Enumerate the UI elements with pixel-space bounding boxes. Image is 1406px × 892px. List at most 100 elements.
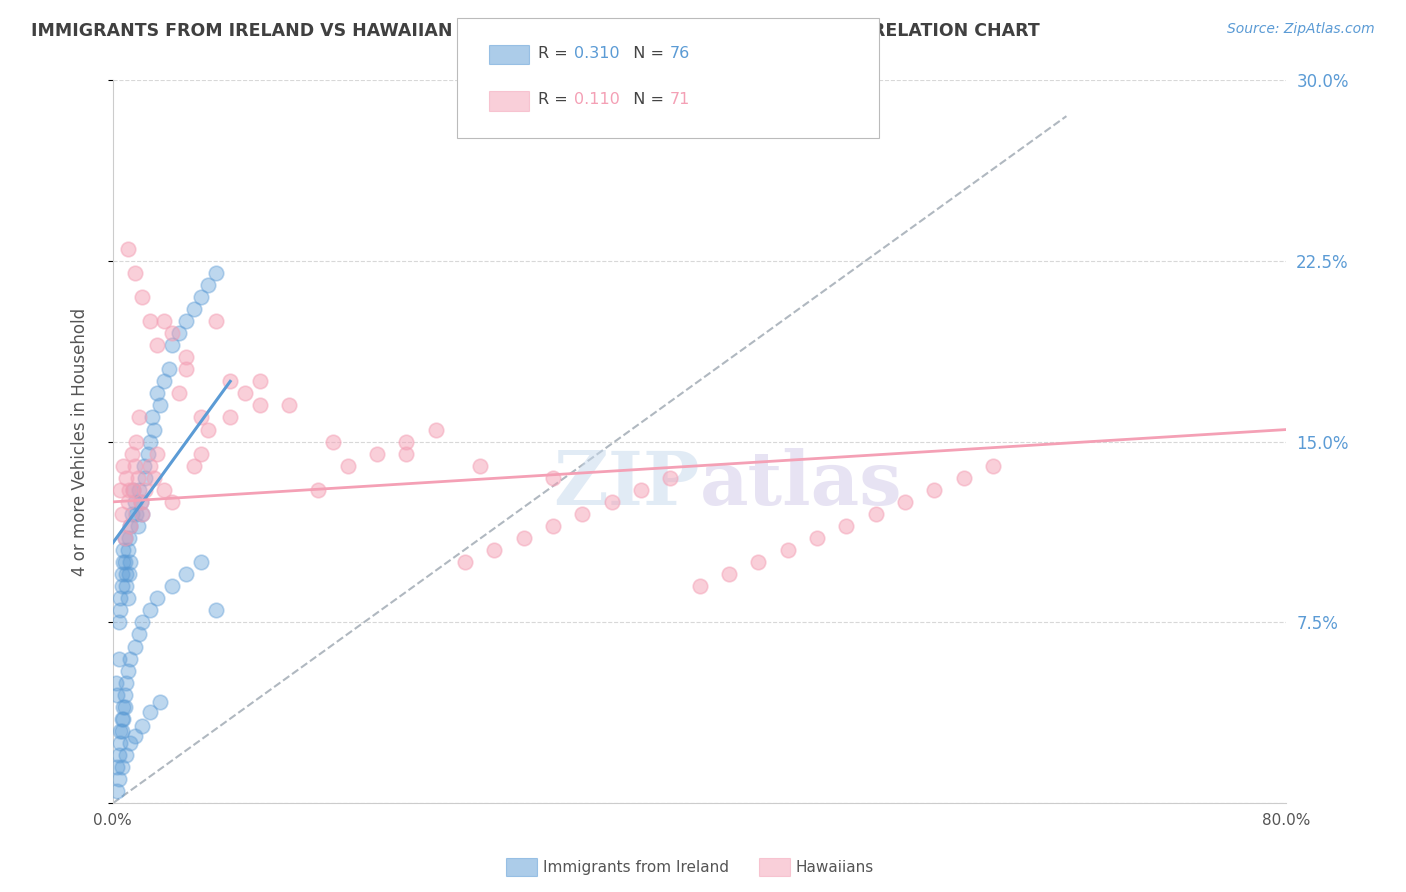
Point	[541, 471, 564, 485]
Point	[125, 507, 148, 521]
Point	[114, 555, 136, 569]
Point	[105, 784, 128, 798]
Point	[107, 747, 129, 762]
Point	[149, 695, 172, 709]
Point	[146, 591, 169, 606]
Text: R =: R =	[538, 93, 574, 107]
Point	[142, 423, 165, 437]
Point	[131, 719, 153, 733]
Point	[806, 531, 828, 545]
Point	[190, 447, 212, 461]
Point	[204, 314, 226, 328]
Point	[160, 495, 183, 509]
Point	[124, 729, 146, 743]
Point	[117, 664, 139, 678]
Point	[336, 458, 359, 473]
Point	[117, 543, 139, 558]
Point	[134, 483, 156, 497]
Point	[717, 567, 740, 582]
Point	[115, 579, 138, 593]
Point	[204, 266, 226, 280]
Point	[190, 410, 212, 425]
Point	[124, 640, 146, 654]
Point	[153, 374, 176, 388]
Point	[107, 772, 129, 786]
Text: Immigrants from Ireland: Immigrants from Ireland	[543, 860, 728, 874]
Point	[121, 507, 143, 521]
Point	[138, 458, 160, 473]
Point	[630, 483, 652, 497]
Text: IMMIGRANTS FROM IRELAND VS HAWAIIAN 4 OR MORE VEHICLES IN HOUSEHOLD CORRELATION : IMMIGRANTS FROM IRELAND VS HAWAIIAN 4 OR…	[31, 22, 1039, 40]
Point	[117, 242, 139, 256]
Point	[219, 374, 242, 388]
Point	[108, 736, 131, 750]
Point	[174, 350, 197, 364]
Point	[174, 567, 197, 582]
Point	[111, 760, 134, 774]
Point	[865, 507, 887, 521]
Point	[204, 603, 226, 617]
Point	[138, 705, 160, 719]
Point	[115, 471, 138, 485]
Point	[835, 519, 858, 533]
Point	[120, 555, 142, 569]
Point	[127, 519, 149, 533]
Point	[124, 266, 146, 280]
Point	[689, 579, 711, 593]
Text: R =: R =	[538, 46, 574, 61]
Point	[105, 760, 128, 774]
Point	[747, 555, 769, 569]
Point	[115, 747, 138, 762]
Point	[249, 374, 271, 388]
Point	[183, 458, 205, 473]
Point	[107, 651, 129, 665]
Point	[122, 483, 145, 497]
Point	[121, 447, 143, 461]
Point	[277, 399, 299, 413]
Text: 0.110: 0.110	[574, 93, 620, 107]
Point	[118, 531, 141, 545]
Point	[111, 507, 134, 521]
Text: 0.310: 0.310	[574, 46, 619, 61]
Point	[108, 591, 131, 606]
Text: N =: N =	[623, 46, 669, 61]
Point	[112, 712, 135, 726]
Point	[129, 495, 152, 509]
Point	[132, 458, 155, 473]
Point	[138, 603, 160, 617]
Point	[107, 615, 129, 630]
Point	[122, 483, 145, 497]
Point	[124, 495, 146, 509]
Point	[115, 675, 138, 690]
Point	[125, 434, 148, 449]
Point	[153, 483, 176, 497]
Point	[395, 434, 418, 449]
Point	[111, 723, 134, 738]
Point	[167, 326, 190, 340]
Point	[157, 362, 180, 376]
Point	[160, 326, 183, 340]
Point	[981, 458, 1004, 473]
Point	[120, 519, 142, 533]
Point	[111, 712, 134, 726]
Point	[120, 651, 142, 665]
Point	[425, 423, 447, 437]
Point	[136, 447, 159, 461]
Point	[114, 531, 136, 545]
Point	[111, 579, 134, 593]
Point	[128, 627, 150, 641]
Text: ZIP: ZIP	[554, 449, 700, 522]
Point	[138, 434, 160, 449]
Point	[659, 471, 682, 485]
Point	[118, 483, 141, 497]
Point	[307, 483, 329, 497]
Point	[160, 338, 183, 352]
Point	[141, 410, 163, 425]
Point	[541, 519, 564, 533]
Point	[142, 471, 165, 485]
Point	[115, 567, 138, 582]
Point	[108, 483, 131, 497]
Point	[571, 507, 593, 521]
Point	[117, 495, 139, 509]
Point	[112, 555, 135, 569]
